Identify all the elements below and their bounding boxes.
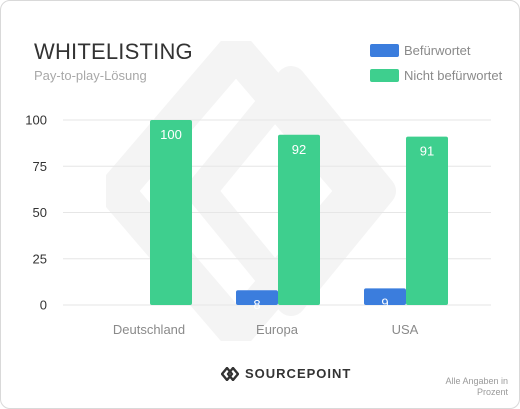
footnote: Alle Angaben in Prozent: [445, 376, 508, 397]
legend-swatch-nicht-befuerwortet: [370, 68, 399, 82]
legend-item-nicht-befuerwortet: Nicht befürwortet: [370, 67, 502, 83]
legend-label-nicht-befuerwortet: Nicht befürwortet: [404, 67, 503, 83]
y-tick-label: 50: [33, 205, 47, 220]
y-tick-label: 25: [33, 251, 47, 266]
y-tick-label: 0: [40, 298, 47, 313]
bar-data-label: 92: [292, 142, 306, 157]
bar-data-label: 9: [381, 295, 388, 310]
bar-data-label: 8: [253, 297, 260, 312]
chart-title: WHITELISTING: [34, 39, 193, 64]
legend-label-befuerwortet: Befürwortet: [404, 42, 471, 58]
legend: Befürwortet Nicht befürwortet: [370, 42, 502, 92]
bar: [364, 288, 406, 305]
sourcepoint-logo-icon: [221, 366, 239, 381]
chart-subtitle: Pay-to-play-Lösung: [34, 68, 147, 83]
bar-data-label: 91: [420, 144, 434, 159]
brand-logo: SOURCEPOINT: [221, 366, 351, 381]
bar: [236, 290, 278, 305]
bar-chart: 0 25 50 75 100 100 Deutschland 8 92 Europa 9 91 USA: [25, 113, 491, 337]
legend-item-befuerwortet: Befürwortet: [370, 42, 502, 58]
x-tick-label: USA: [392, 322, 419, 337]
x-tick-label: Deutschland: [113, 322, 185, 337]
bar: [406, 136, 448, 305]
bar-data-label: 100: [160, 127, 182, 142]
y-tick-label: 100: [25, 113, 47, 128]
y-tick-label: 75: [33, 159, 47, 174]
bar: [150, 120, 192, 305]
bar: [278, 134, 320, 305]
legend-swatch-befuerwortet: [370, 43, 399, 57]
brand-name: SOURCEPOINT: [245, 366, 352, 381]
x-tick-label: Europa: [256, 322, 299, 337]
